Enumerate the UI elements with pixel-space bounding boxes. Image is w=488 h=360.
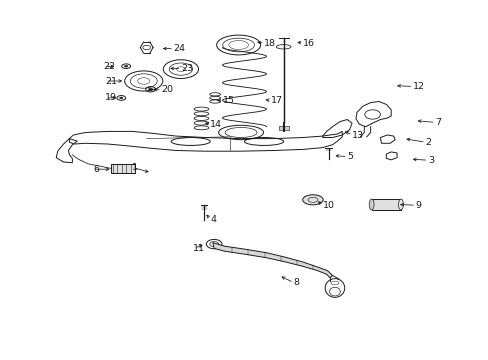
- Text: 11: 11: [193, 244, 205, 253]
- Text: 7: 7: [434, 118, 440, 127]
- Ellipse shape: [124, 66, 128, 67]
- Text: 9: 9: [415, 201, 421, 210]
- Text: 3: 3: [427, 156, 433, 165]
- Text: 1: 1: [132, 163, 138, 172]
- Ellipse shape: [398, 199, 403, 210]
- Text: 13: 13: [351, 130, 364, 139]
- Text: 2: 2: [425, 138, 430, 147]
- Text: 20: 20: [161, 85, 173, 94]
- Text: 15: 15: [222, 96, 234, 105]
- Text: 24: 24: [173, 44, 185, 53]
- Text: 14: 14: [210, 120, 222, 129]
- Ellipse shape: [368, 199, 373, 210]
- Text: 6: 6: [93, 165, 99, 174]
- Text: 10: 10: [322, 201, 334, 210]
- Text: 17: 17: [271, 96, 283, 105]
- Ellipse shape: [148, 88, 152, 90]
- Text: 12: 12: [412, 82, 425, 91]
- Text: 19: 19: [105, 94, 117, 102]
- Bar: [111, 164, 135, 173]
- Text: 18: 18: [264, 39, 276, 48]
- Ellipse shape: [302, 195, 323, 205]
- Bar: [278, 126, 288, 130]
- Polygon shape: [212, 243, 332, 278]
- Text: 16: 16: [303, 39, 315, 48]
- Text: 5: 5: [346, 152, 352, 161]
- Ellipse shape: [119, 97, 123, 99]
- Bar: [371, 199, 400, 210]
- Text: 22: 22: [103, 62, 116, 71]
- Text: 8: 8: [293, 278, 299, 287]
- Text: 21: 21: [105, 77, 117, 85]
- Text: 23: 23: [181, 64, 193, 73]
- Text: 4: 4: [210, 215, 216, 224]
